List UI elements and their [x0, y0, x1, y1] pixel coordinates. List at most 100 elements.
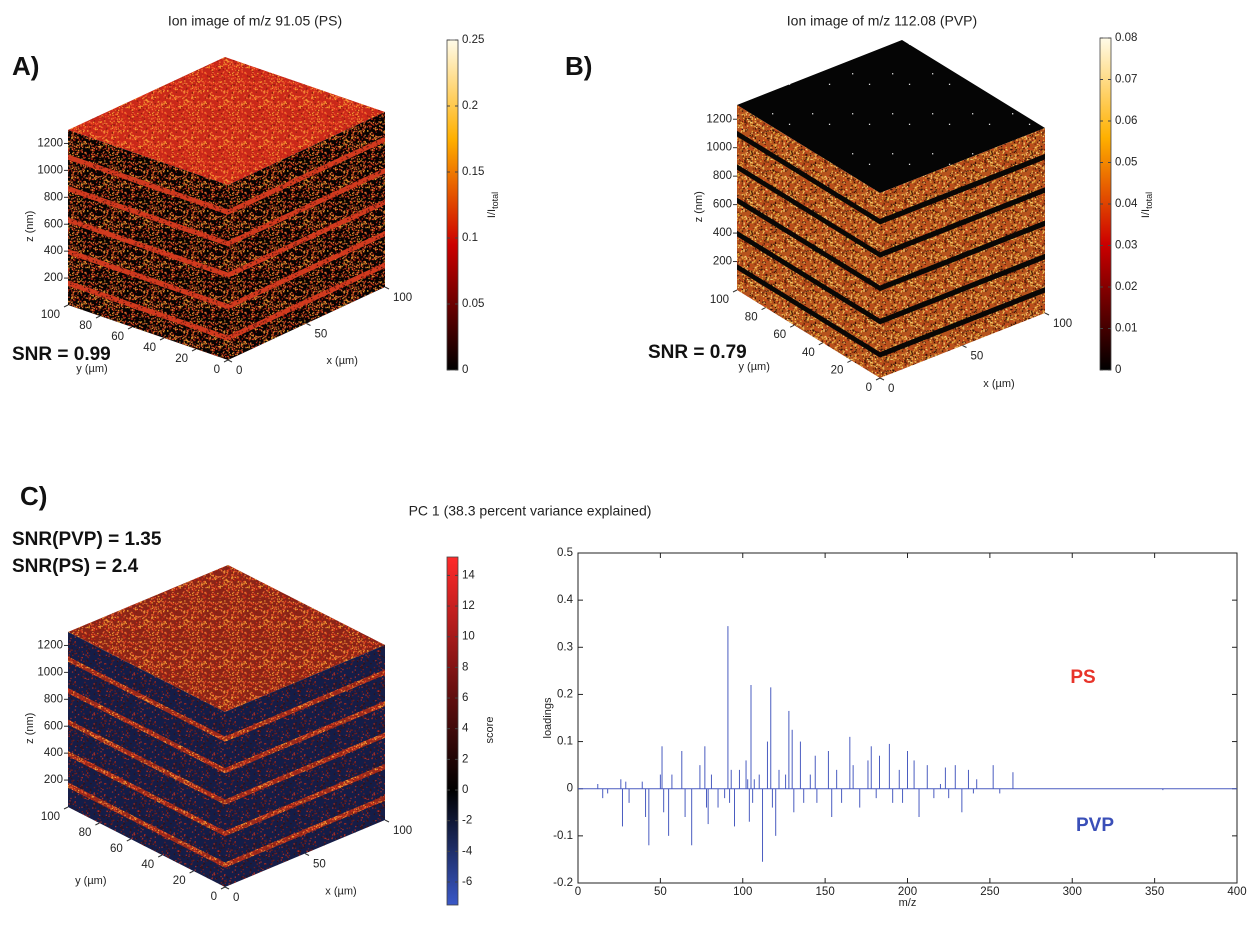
x-tick: [304, 853, 310, 856]
z-tick-label: 1200: [706, 113, 732, 125]
x-tick: [224, 886, 230, 890]
colorbar-tick-label: 0.05: [462, 298, 484, 310]
cube-top-texture: [68, 565, 385, 712]
colorbar: [446, 556, 459, 906]
layer-stripe: [880, 253, 1045, 325]
colorbar-label-sub: total: [490, 192, 500, 209]
x-tick-label: 250: [980, 886, 999, 898]
z-tick-label: 600: [44, 218, 63, 230]
layer-stripe: [880, 153, 1045, 225]
layer-stripe-texture: [68, 186, 228, 247]
x-tick: [1044, 312, 1050, 316]
x-tick-label: 100: [393, 825, 412, 837]
z-tick-label: 200: [44, 272, 63, 284]
layer-stripe-texture: [68, 782, 225, 868]
layer-stripe: [737, 130, 880, 225]
z-tick-label: 400: [44, 245, 63, 257]
colorbar-tick-label: -4: [462, 845, 473, 857]
x-tick: [962, 345, 967, 348]
y-tick-label: 40: [802, 347, 815, 359]
y-tick-label: 100: [41, 811, 60, 823]
colorbar-tick-label: 0.07: [1115, 74, 1137, 86]
x-tick-label: 150: [816, 886, 835, 898]
colorbar-tick-label: 0.2: [462, 100, 478, 112]
x-tick-label: 50: [315, 329, 328, 341]
colorbar-tick-label: 4: [462, 723, 469, 735]
y-tick-label: -0.1: [553, 830, 573, 842]
y-tick: [127, 326, 133, 330]
layer-stripe-texture: [228, 136, 385, 215]
z-tick-label: 600: [713, 199, 732, 211]
annotation: PVP: [1076, 815, 1114, 836]
y-tick: [189, 870, 194, 874]
colorbar-label: I/Itotal: [1140, 192, 1154, 218]
colorbar-tick-label: -6: [462, 876, 472, 888]
y-axis-label: loadings: [542, 697, 554, 738]
layer-stripe: [737, 164, 880, 258]
colorbar-label: I/Itotal: [486, 192, 500, 218]
y-tick: [818, 342, 824, 346]
colorbar-tick-label: 0.05: [1115, 157, 1137, 169]
colorbar-tick-label: 0.01: [1115, 323, 1137, 335]
y-tick-label: 0.5: [557, 547, 573, 559]
y-tick-label: 80: [745, 312, 758, 324]
x-tick-label: 0: [575, 886, 581, 898]
z-tick-label: 1000: [706, 142, 732, 154]
x-tick-label: 0: [888, 383, 894, 395]
y-tick: [157, 854, 163, 858]
y-tick-label: 0.4: [557, 594, 574, 606]
y-tick-label: 60: [111, 331, 124, 343]
cube-top-texture: [68, 57, 385, 185]
layer-stripe-texture: [68, 688, 225, 774]
z-tick-label: 200: [44, 774, 63, 786]
colorbar-label-sub: total: [1144, 192, 1154, 209]
y-tick-label: 40: [141, 859, 154, 871]
colorbar-tick-label: 0.08: [1115, 32, 1137, 44]
layer-stripe-texture: [228, 168, 385, 247]
y-tick-label: 20: [175, 353, 188, 365]
x-tick-label: 400: [1227, 886, 1246, 898]
z-axis-label: z (nm): [24, 211, 36, 242]
y-tick-label: 80: [79, 320, 92, 332]
z-tick-label: 1200: [37, 137, 63, 149]
layer-stripe-texture: [68, 217, 228, 278]
chart-title: PC 1 (38.3 percent variance explained): [409, 503, 652, 519]
layer-stripe: [737, 197, 880, 292]
snr-label: SNR = 0.99: [12, 344, 111, 365]
colorbar-label-main: I/I: [486, 209, 498, 218]
panel-label: C): [20, 481, 47, 511]
layer-stripe-texture: [68, 751, 225, 837]
z-tick-label: 400: [44, 747, 63, 759]
x-tick-label: 50: [654, 886, 667, 898]
panel-label: A): [12, 51, 39, 81]
x-axis-label: m/z: [899, 897, 917, 909]
z-axis-label: z (nm): [693, 191, 705, 222]
y-tick-label: 0.2: [557, 688, 573, 700]
x-tick: [306, 323, 311, 326]
colorbar-tick-label: 0.03: [1115, 240, 1137, 252]
layer-stripe: [737, 264, 880, 358]
colorbar-tick-label: 12: [462, 600, 475, 612]
layer-stripe-texture: [68, 656, 225, 742]
z-tick-label: 800: [44, 191, 63, 203]
annotation: PS: [1070, 667, 1095, 688]
x-tick: [879, 377, 885, 381]
y-tick-label: 60: [110, 843, 123, 855]
layer-stripe-texture: [68, 154, 228, 215]
y-tick: [95, 822, 100, 826]
layer-stripe-texture: [225, 764, 385, 837]
cube-top-texture: [737, 40, 1045, 193]
y-tick: [63, 806, 69, 810]
x-tick-label: 100: [733, 886, 752, 898]
z-tick-label: 400: [713, 227, 732, 239]
y-axis-label: y (µm): [76, 363, 107, 375]
layer-stripe-texture: [225, 732, 385, 805]
x-tick-label: 50: [971, 351, 984, 363]
panel-title: Ion image of m/z 91.05 (PS): [168, 13, 342, 29]
y-tick: [63, 304, 69, 308]
x-axis-label: x (µm): [983, 378, 1014, 390]
x-tick: [227, 359, 233, 363]
colorbar: [446, 39, 459, 371]
y-tick-label: 100: [710, 294, 729, 306]
